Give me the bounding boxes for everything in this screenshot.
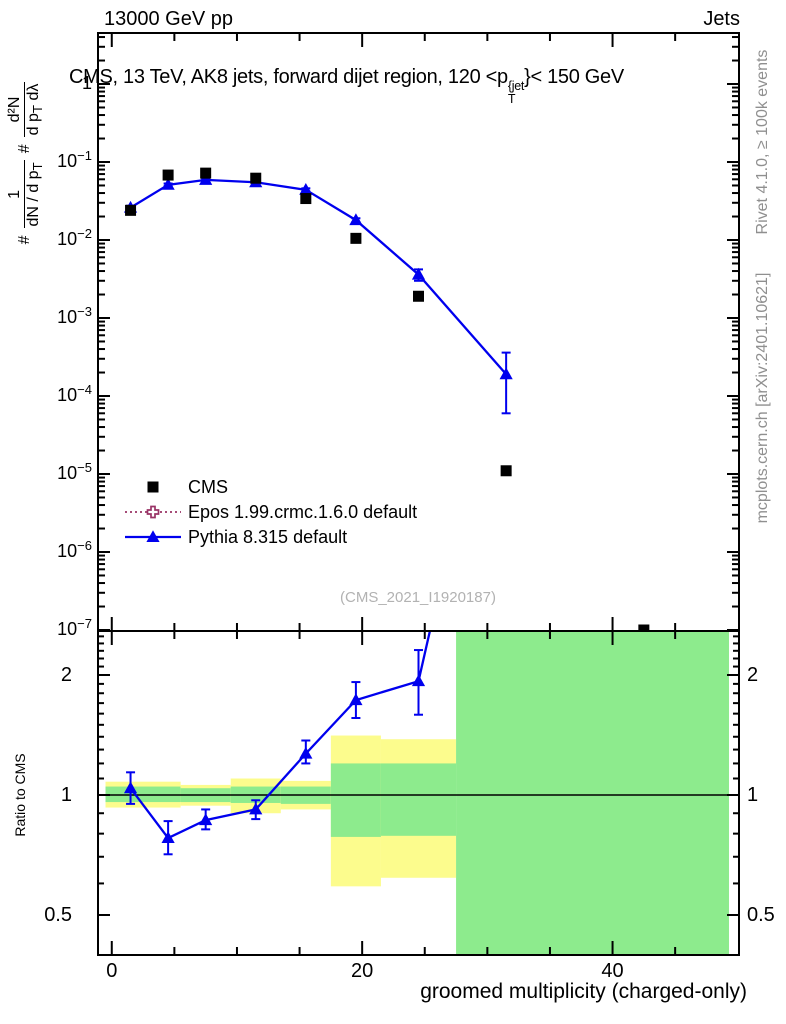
y-axis-title: #1 dN / d pT # d²N d pT dλ — [6, 38, 60, 288]
panel-title-suffix: }< 150 GeV — [524, 66, 624, 88]
cms-series — [125, 167, 650, 631]
legend-markers — [125, 481, 181, 542]
ratio-axis-title: Ratio to CMS — [12, 753, 28, 837]
axis-ticks — [98, 33, 739, 955]
x-tick-label: 0 — [106, 960, 118, 982]
x-tick-label: 40 — [601, 960, 624, 982]
header-right-title: Jets — [703, 8, 740, 30]
watermark-analysis-id: (CMS_2021_I1920187) — [340, 589, 496, 606]
panel-title-sub: T — [507, 92, 516, 107]
pythia-series — [123, 173, 513, 415]
y-tick-label: 10−4 — [57, 382, 92, 405]
y-tick-label: 10−3 — [57, 304, 92, 327]
ratio-tick-label: 1 — [747, 784, 759, 806]
ratio-tick-label: 2 — [747, 664, 759, 686]
panel-title-prefix: CMS, 13 TeV, AK8 jets, forward dijet reg… — [69, 66, 508, 88]
ratio-tick-label: 2 — [60, 664, 72, 686]
panel-title-sup: {jet — [507, 79, 525, 93]
y-tick-label: 10−7 — [57, 616, 92, 639]
panel-title: CMS, 13 TeV, AK8 jets, forward dijet reg… — [69, 66, 624, 106]
x-tick-label: 20 — [351, 960, 374, 982]
legend-label-pythia: Pythia 8.315 default — [188, 527, 348, 547]
uncertainty-bands — [105, 631, 729, 955]
ratio-series — [123, 631, 432, 856]
legend-label-cms: CMS — [188, 477, 228, 497]
x-axis-title: groomed multiplicity (charged-only) — [420, 980, 747, 1003]
y-tick-label: 10−6 — [57, 538, 92, 561]
y-tick-label: 10−1 — [57, 148, 92, 171]
note-mcplots-arxiv: mcplots.cern.ch [arXiv:2401.10621] — [754, 272, 771, 524]
ratio-panel-frame — [97, 630, 740, 956]
legend-label-epos: Epos 1.99.crmc.1.6.0 default — [188, 502, 418, 522]
y-tick-label: 1 — [81, 73, 92, 93]
y-tick-label: 10−2 — [57, 226, 92, 249]
y-axis-title-content: #1 dN / d pT # d²N d pT dλ — [6, 81, 46, 245]
ratio-tick-label: 0.5 — [747, 904, 775, 926]
ratio-tick-label: 1 — [60, 784, 72, 806]
note-rivet-version: Rivet 4.1.0, ≥ 100k events — [754, 49, 771, 235]
y-tick-label: 10−5 — [57, 460, 92, 483]
panel-title-supsub: {jet T — [507, 79, 525, 107]
ratio-tick-label: 0.5 — [44, 904, 72, 926]
header-left-title: 13000 GeV pp — [104, 8, 233, 30]
